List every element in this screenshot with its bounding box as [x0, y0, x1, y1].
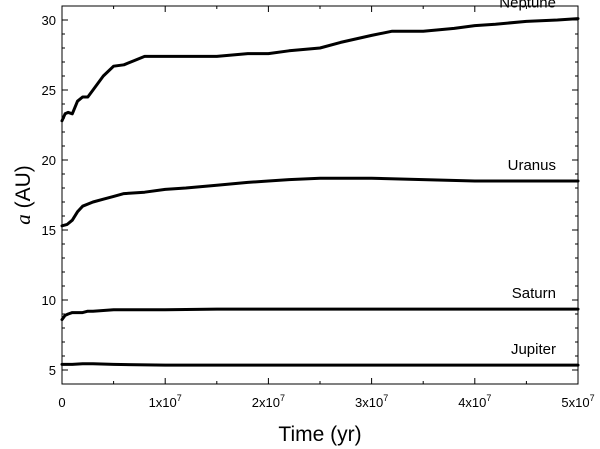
x-tick-label: 4x107	[458, 393, 491, 410]
x-axis-title: Time (yr)	[278, 423, 361, 446]
x-tick-label: 0	[58, 395, 65, 410]
x-tick-label: 1x107	[149, 393, 182, 410]
x-axis-ticks: 0 1x107 2x107 3x107 4x107 5x107	[58, 6, 595, 410]
series-line-uranus	[60, 176, 580, 228]
series-label-jupiter: Jupiter	[511, 341, 556, 358]
y-axis-title: a (AU)	[11, 165, 35, 225]
y-tick-label: 15	[42, 223, 56, 238]
y-tick-label: 30	[42, 13, 56, 28]
x-tick-label: 3x107	[355, 393, 388, 410]
series-label-neptune: Neptune	[499, 0, 556, 12]
y-tick-label: 20	[42, 153, 56, 168]
series-label-saturn: Saturn	[512, 285, 556, 302]
y-tick-label: 5	[49, 363, 56, 378]
x-tick-label: 5x107	[561, 393, 594, 410]
series-lines	[60, 17, 580, 367]
y-axis-title-symbol: a	[11, 214, 35, 225]
y-tick-label: 10	[42, 293, 56, 308]
x-tick-label: 2x107	[252, 393, 285, 410]
y-tick-label: 25	[42, 83, 56, 98]
series-labels: Neptune Uranus Saturn Jupiter	[499, 0, 556, 358]
series-line-neptune	[60, 17, 580, 123]
series-label-uranus: Uranus	[508, 157, 556, 174]
y-axis-ticks: 5 10 15 20 25 30	[42, 5, 578, 385]
series-line-saturn	[60, 307, 580, 322]
series-line-jupiter	[60, 362, 580, 367]
plot-frame	[61, 5, 579, 385]
y-axis-title-unit: (AU)	[12, 165, 35, 214]
